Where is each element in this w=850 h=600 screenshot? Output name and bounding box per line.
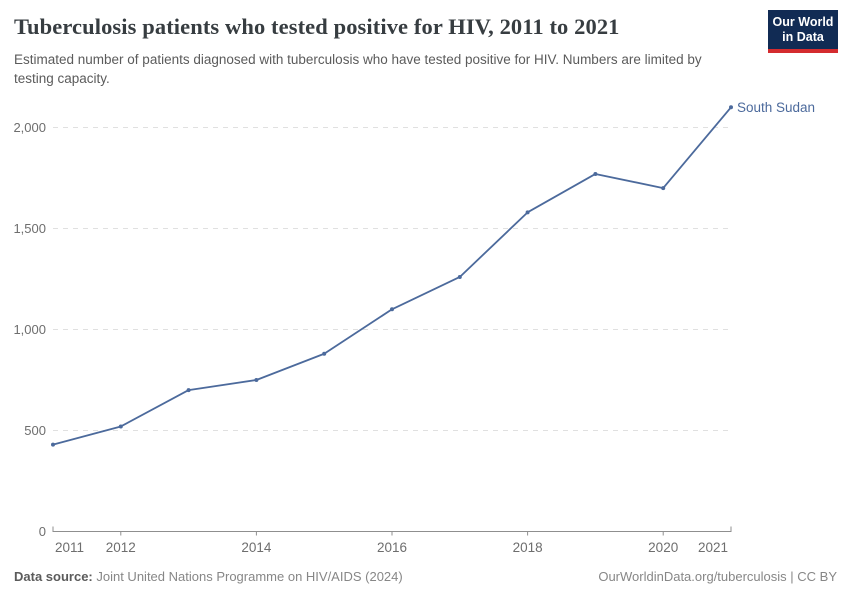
- x-axis-tick-label-2014: 2014: [241, 540, 272, 555]
- data-source-text: Joint United Nations Programme on HIV/AI…: [92, 569, 403, 584]
- x-axis-line: [52, 526, 732, 532]
- owid-logo-line1: Our World: [772, 15, 834, 30]
- y-axis-tick-label: 1,500: [13, 221, 46, 236]
- chart-footer: Data source: Joint United Nations Progra…: [14, 569, 837, 584]
- data-point-2011[interactable]: [51, 442, 55, 447]
- data-point-2016[interactable]: [390, 307, 394, 312]
- y-axis-tick-label: 1,000: [13, 322, 46, 337]
- data-point-2013[interactable]: [186, 388, 191, 393]
- x-axis-tick-label-2012: 2012: [106, 540, 136, 555]
- data-point-2020[interactable]: [661, 186, 666, 191]
- data-source-label: Data source:: [14, 569, 93, 584]
- x-axis-tick-label-2021: 2021: [698, 540, 728, 555]
- series-line-south-sudan[interactable]: [52, 106, 732, 446]
- owid-cc-link[interactable]: OurWorldinData.org/tuberculosis | CC BY: [598, 569, 837, 584]
- data-point-2019[interactable]: [593, 171, 598, 176]
- data-source-note: Data source: Joint United Nations Progra…: [14, 569, 403, 584]
- x-axis-tick-label-2018: 2018: [513, 540, 543, 555]
- series-end-label[interactable]: South Sudan: [737, 100, 815, 115]
- y-axis-tick-label: 0: [39, 524, 46, 539]
- owid-logo[interactable]: Our World in Data: [768, 10, 838, 53]
- x-axis-tick-label-2020: 2020: [648, 540, 678, 555]
- data-point-2014[interactable]: [254, 378, 259, 382]
- chart-title: Tuberculosis patients who tested positiv…: [14, 14, 620, 39]
- data-point-2017[interactable]: [457, 274, 462, 279]
- x-axis-tick-label-2016: 2016: [377, 540, 407, 555]
- data-point-2021[interactable]: [729, 105, 733, 110]
- chart-subtitle: Estimated number of patients diagnosed w…: [14, 52, 702, 87]
- data-point-2018[interactable]: [525, 210, 530, 215]
- y-axis-tick-label: 500: [24, 423, 46, 438]
- x-axis-tick-label-2011: 2011: [55, 540, 84, 555]
- owid-logo-line2: in Data: [782, 29, 824, 44]
- data-point-2012[interactable]: [118, 424, 123, 429]
- y-axis-tick-label: 2,000: [13, 120, 46, 135]
- data-point-2015[interactable]: [322, 351, 327, 356]
